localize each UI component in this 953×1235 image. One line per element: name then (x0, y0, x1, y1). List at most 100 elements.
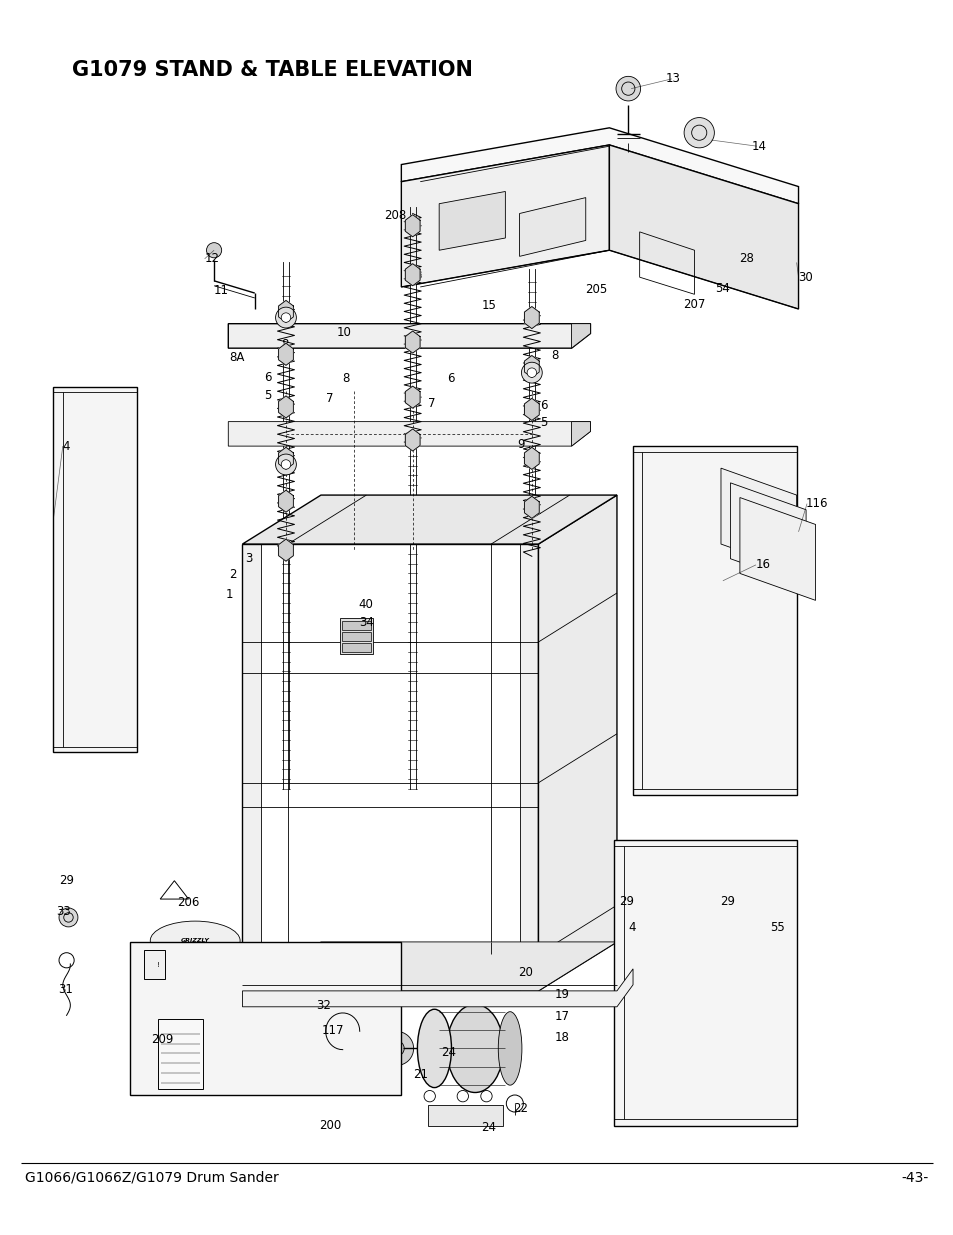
Polygon shape (228, 421, 590, 446)
Text: 33: 33 (56, 905, 71, 918)
Polygon shape (524, 306, 538, 329)
Circle shape (281, 312, 291, 322)
Text: 20: 20 (517, 966, 532, 979)
Text: GRIZZLY: GRIZZLY (180, 939, 210, 944)
Polygon shape (341, 621, 371, 630)
Text: 54: 54 (715, 282, 729, 295)
Text: 8: 8 (342, 372, 350, 385)
Text: 14: 14 (750, 140, 765, 153)
Polygon shape (405, 215, 419, 237)
Text: 6: 6 (446, 372, 454, 385)
Polygon shape (614, 840, 796, 1125)
Text: -43-: -43- (901, 1171, 928, 1184)
Text: 3: 3 (245, 552, 253, 566)
Text: 4: 4 (628, 921, 635, 934)
Text: 34: 34 (358, 616, 374, 629)
Text: 10: 10 (336, 326, 352, 338)
Text: 55: 55 (769, 921, 784, 934)
Polygon shape (537, 495, 617, 990)
Polygon shape (730, 483, 805, 585)
Text: !: ! (156, 962, 159, 968)
Circle shape (706, 893, 723, 910)
Polygon shape (427, 1105, 503, 1125)
Polygon shape (242, 968, 633, 1007)
Text: G1066/G1066Z/G1079 Drum Sander: G1066/G1066Z/G1079 Drum Sander (25, 1171, 278, 1184)
Polygon shape (278, 343, 293, 366)
Text: 6: 6 (264, 370, 272, 384)
Text: 29: 29 (59, 874, 74, 887)
Polygon shape (242, 545, 261, 990)
Polygon shape (341, 643, 371, 652)
Circle shape (738, 860, 754, 877)
Text: 13: 13 (665, 73, 680, 85)
Text: 17: 17 (554, 1010, 569, 1023)
Text: 15: 15 (481, 299, 497, 311)
Text: 24: 24 (480, 1121, 496, 1135)
Polygon shape (339, 618, 373, 655)
Polygon shape (278, 447, 293, 469)
Polygon shape (519, 198, 585, 257)
Polygon shape (401, 127, 798, 204)
Polygon shape (130, 942, 401, 1095)
Text: 206: 206 (177, 897, 199, 909)
Text: 24: 24 (440, 1046, 456, 1058)
Polygon shape (524, 356, 538, 378)
Ellipse shape (446, 1004, 503, 1093)
Text: 29: 29 (618, 895, 633, 908)
Polygon shape (401, 144, 609, 287)
Text: 11: 11 (213, 284, 229, 298)
Polygon shape (278, 490, 293, 513)
Polygon shape (571, 421, 590, 446)
Polygon shape (405, 387, 419, 408)
Polygon shape (144, 951, 165, 978)
Polygon shape (242, 942, 617, 990)
Polygon shape (524, 447, 538, 469)
Text: 32: 32 (315, 999, 331, 1011)
Polygon shape (405, 331, 419, 353)
Polygon shape (158, 1019, 203, 1089)
Polygon shape (341, 632, 371, 641)
Circle shape (275, 454, 296, 475)
Text: 9: 9 (517, 438, 524, 451)
Circle shape (683, 117, 714, 148)
Polygon shape (609, 144, 798, 309)
Text: 40: 40 (358, 598, 374, 610)
Text: 6: 6 (539, 399, 547, 412)
Circle shape (206, 242, 221, 258)
Text: 207: 207 (682, 298, 705, 310)
Circle shape (527, 368, 536, 378)
Text: 8: 8 (281, 338, 289, 351)
Ellipse shape (151, 921, 240, 961)
Text: 31: 31 (58, 983, 72, 997)
Text: 5: 5 (539, 416, 547, 430)
Text: 4: 4 (63, 440, 71, 452)
Polygon shape (524, 399, 538, 420)
Text: 8A: 8A (229, 352, 244, 364)
Text: 8: 8 (551, 350, 558, 362)
Polygon shape (228, 324, 590, 348)
Polygon shape (53, 388, 136, 752)
Text: 116: 116 (805, 498, 828, 510)
Text: 22: 22 (513, 1102, 527, 1115)
Text: G1079 STAND & TABLE ELEVATION: G1079 STAND & TABLE ELEVATION (72, 61, 473, 80)
Text: 18: 18 (554, 1031, 569, 1044)
Polygon shape (438, 191, 505, 251)
Polygon shape (720, 468, 796, 571)
Text: 200: 200 (318, 1119, 341, 1132)
Circle shape (275, 308, 296, 329)
Text: 12: 12 (205, 252, 219, 266)
Polygon shape (740, 498, 815, 600)
Circle shape (619, 903, 637, 920)
Text: 28: 28 (739, 252, 753, 266)
Ellipse shape (497, 1011, 521, 1086)
Polygon shape (278, 300, 293, 322)
Text: 1: 1 (225, 588, 233, 600)
Text: 16: 16 (755, 558, 770, 572)
Circle shape (521, 362, 541, 383)
Text: 7: 7 (325, 391, 333, 405)
Polygon shape (278, 396, 293, 417)
Polygon shape (519, 545, 537, 990)
Text: 8: 8 (415, 269, 421, 283)
Polygon shape (242, 495, 617, 545)
Text: 7: 7 (427, 396, 435, 410)
